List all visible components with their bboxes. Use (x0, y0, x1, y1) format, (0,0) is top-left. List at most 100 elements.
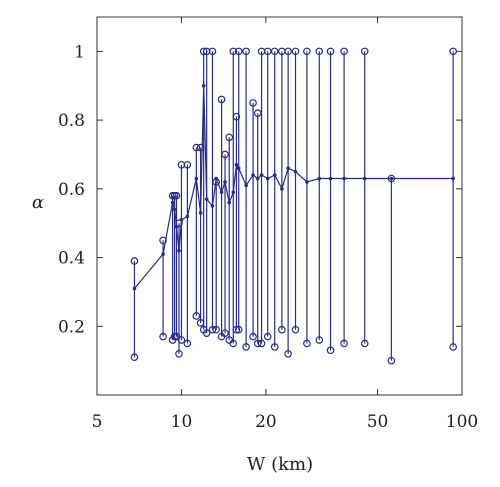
mean-point (177, 248, 181, 253)
max-point (229, 47, 238, 56)
mean-point (328, 176, 333, 181)
min-point (257, 339, 266, 348)
min-point (315, 336, 324, 344)
x-tick-label: 5 (92, 412, 103, 432)
mean-point (280, 187, 284, 191)
x-tick-label: 20 (255, 412, 277, 432)
mean-point (210, 204, 215, 208)
max-point (249, 99, 257, 107)
mean-point (265, 176, 270, 181)
mean-point (255, 176, 260, 181)
y-tick-label: 1 (74, 42, 85, 62)
min-point (172, 332, 181, 341)
min-point (326, 346, 335, 355)
mean-point (293, 169, 298, 174)
max-point (449, 47, 457, 56)
y-axis-title: α (32, 192, 44, 213)
max-point (253, 109, 262, 118)
mean-point (204, 197, 209, 201)
mean-point (223, 180, 227, 184)
mean-point (244, 183, 248, 188)
y-tick-label: 0.6 (58, 180, 85, 200)
mean-point (219, 190, 224, 195)
max-point (340, 47, 348, 56)
min-point (159, 332, 167, 341)
x-tick-label: 10 (171, 412, 193, 432)
mean-point (172, 207, 177, 212)
y-tick-label: 0.2 (58, 317, 85, 337)
mean-point (227, 200, 232, 205)
max-point (217, 95, 226, 104)
y-tick-label: 0.4 (58, 249, 85, 269)
data-series (130, 47, 457, 365)
min-point (192, 312, 201, 320)
max-point (303, 47, 311, 56)
mean-point (342, 176, 346, 181)
min-point (360, 339, 369, 348)
max-point (315, 47, 324, 56)
min-point (449, 343, 457, 351)
max-point (225, 133, 234, 142)
min-point (278, 325, 286, 334)
mean-point (362, 176, 367, 181)
x-tick-label: 100 (446, 412, 478, 432)
y-tick-label: 0.8 (58, 111, 85, 131)
max-point (221, 150, 229, 159)
max-point (291, 47, 300, 56)
max-point (242, 47, 250, 56)
max-point (208, 47, 217, 56)
mean-point (174, 224, 179, 229)
y-axis: 0.2 0.4 0.6 0.8 1 (58, 42, 462, 337)
min-point (249, 332, 257, 341)
min-point (387, 356, 396, 365)
max-point (284, 47, 292, 56)
max-point (183, 160, 192, 169)
max-point (360, 47, 369, 56)
max-point (130, 257, 139, 265)
x-axis: 5 10 20 50 100 (92, 17, 478, 432)
min-point (202, 329, 211, 337)
min-point (175, 349, 183, 358)
min-point (177, 336, 186, 344)
mean-point (201, 83, 206, 88)
x-axis-title: W (km) (247, 454, 313, 475)
min-point (291, 325, 300, 334)
mean-point (259, 173, 264, 177)
mean-point (185, 214, 190, 219)
max-point (172, 191, 181, 200)
mean-line (134, 85, 454, 289)
mean-point (451, 176, 455, 181)
max-point (159, 236, 167, 245)
mean-point (132, 286, 137, 291)
min-point (340, 339, 348, 348)
min-point (221, 329, 229, 337)
min-point (229, 339, 238, 348)
min-point (270, 343, 279, 351)
mean-point (272, 173, 277, 177)
min-point (284, 349, 292, 358)
mean-point (198, 211, 203, 215)
min-point (212, 325, 220, 334)
min-point (234, 325, 243, 334)
max-point (192, 143, 201, 152)
min-point (263, 332, 272, 341)
min-point (130, 353, 139, 362)
plot-frame (96, 16, 463, 396)
max-point (270, 47, 279, 56)
mean-point (389, 176, 394, 181)
mean-point (251, 173, 255, 177)
x-tick-label: 50 (367, 412, 389, 432)
mean-point (179, 217, 184, 222)
max-point (234, 47, 243, 56)
mean-point (305, 180, 309, 184)
mean-point (161, 252, 165, 256)
min-point (242, 343, 250, 351)
mean-point (286, 166, 290, 170)
mean-point (170, 200, 175, 205)
min-point (183, 339, 192, 348)
max-point (232, 112, 241, 121)
mean-point (234, 162, 239, 167)
min-point (232, 325, 241, 334)
mean-point (317, 176, 322, 181)
